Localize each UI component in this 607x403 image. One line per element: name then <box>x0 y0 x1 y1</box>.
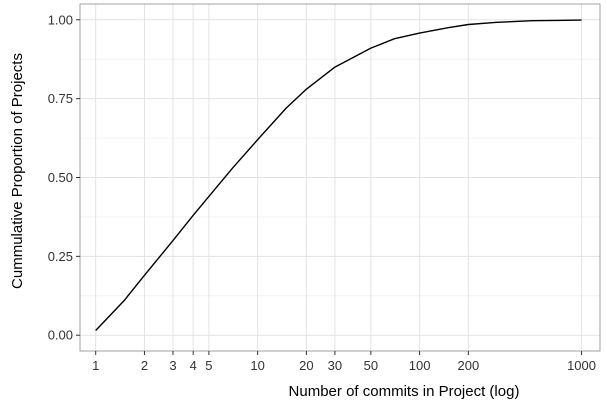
x-tick-label: 5 <box>205 358 212 373</box>
x-tick-label: 50 <box>364 358 378 373</box>
y-tick-label: 0.00 <box>48 328 73 343</box>
x-tick-label: 100 <box>409 358 431 373</box>
x-tick-label: 1000 <box>567 358 596 373</box>
x-tick-label: 3 <box>169 358 176 373</box>
series-group <box>95 19 582 331</box>
y-tick-label: 0.75 <box>48 91 73 106</box>
y-tick-label: 0.50 <box>48 170 73 185</box>
x-tick-label: 1 <box>92 358 99 373</box>
y-tick-label: 0.25 <box>48 249 73 264</box>
x-axis-title: Number of commits in Project (log) <box>289 383 520 400</box>
x-tick-label: 30 <box>328 358 342 373</box>
x-tick-label: 20 <box>299 358 313 373</box>
x-tick-label: 10 <box>250 358 264 373</box>
cdf-line <box>95 19 582 331</box>
x-tick-label: 4 <box>190 358 197 373</box>
y-tick-label: 1.00 <box>48 12 73 27</box>
y-axis-title: Cummulative Proportion of Projects <box>9 53 26 289</box>
x-tick-label: 200 <box>457 358 479 373</box>
x-tick-label: 2 <box>141 358 148 373</box>
axes: 0.00 0.25 0.50 0.75 1.00 1 2 3 4 5 10 20 30 50 100 200 1… <box>48 3 601 373</box>
grid <box>80 4 600 351</box>
